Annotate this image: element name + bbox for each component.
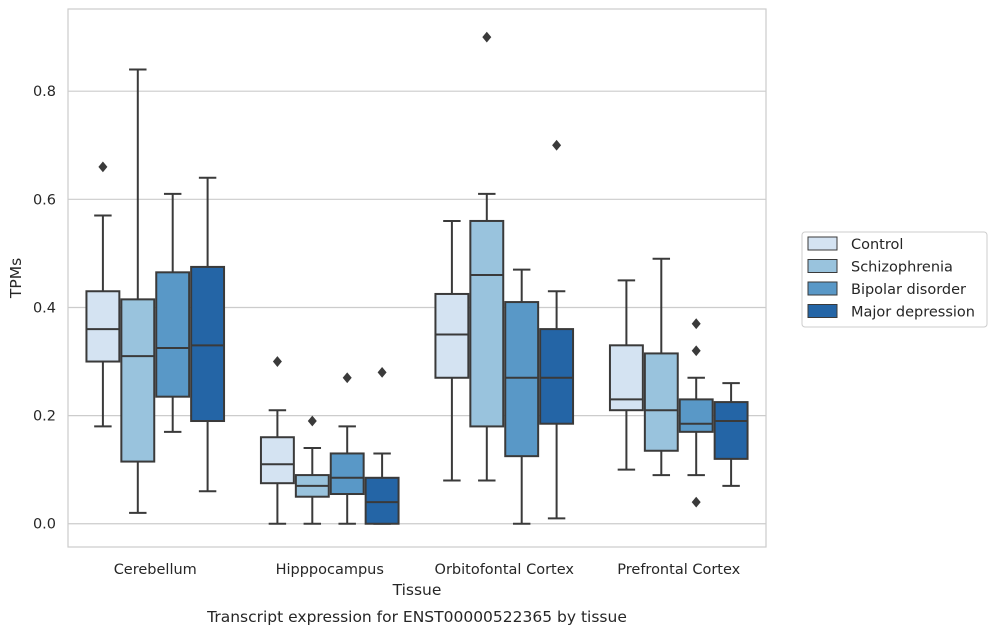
box-plot — [539, 139, 575, 520]
box-plot — [713, 382, 749, 487]
box — [120, 298, 156, 463]
legend-label: Bipolar disorder — [851, 282, 966, 298]
box-plot — [155, 192, 191, 433]
box — [190, 265, 226, 423]
box-plot — [120, 68, 156, 514]
legend-label: Control — [851, 237, 903, 253]
box-plot — [259, 356, 295, 525]
box — [85, 290, 121, 363]
legend-swatch — [807, 236, 838, 251]
box — [643, 352, 679, 452]
box — [469, 219, 505, 428]
y-axis-ticks: 0.0 0.2 0.4 0.6 0.8 — [33, 84, 56, 533]
legend-frame — [801, 231, 988, 328]
outlier-point — [342, 372, 352, 384]
box-plot — [504, 268, 540, 525]
box-plot — [434, 219, 470, 482]
box-plot — [469, 31, 505, 482]
outlier-point — [552, 139, 562, 151]
outlier-point — [377, 366, 387, 378]
y-tick-label: 0.0 — [33, 517, 56, 533]
box-plot — [678, 318, 714, 508]
outlier-point — [482, 31, 492, 43]
y-axis-label: TPMs — [7, 258, 25, 299]
outlier-point — [98, 161, 108, 173]
box-plot — [643, 257, 679, 477]
box — [608, 344, 644, 412]
legend-swatch — [807, 259, 838, 273]
legend: Control Schizophrenia Bipolar disorder Majo… — [801, 231, 988, 328]
y-tick-label: 0.6 — [33, 192, 56, 208]
outlier-point — [691, 345, 701, 357]
y-tick-label: 0.8 — [33, 84, 56, 100]
box-plot — [294, 415, 330, 525]
x-axis-label: Tissue — [392, 581, 442, 599]
box — [329, 452, 365, 496]
x-tick-label: Cerebellum — [114, 562, 197, 578]
x-axis-ticks: Cerebellum Hipppocampus Orbitofontal Corte… — [114, 562, 741, 578]
legend-label: Major depression — [851, 305, 975, 321]
plot-area-frame — [67, 8, 767, 548]
box — [259, 436, 295, 485]
box-plot — [329, 372, 365, 525]
chart-caption: Transcript expression for ENST0000052236… — [206, 608, 627, 626]
y-tick-label: 0.2 — [33, 409, 56, 425]
outlier-point — [691, 318, 701, 330]
box-plot — [85, 161, 121, 428]
box — [504, 301, 540, 458]
box-plot — [608, 279, 644, 471]
box — [713, 401, 749, 460]
box-plot — [190, 176, 226, 493]
legend-swatch — [807, 304, 838, 318]
y-tick-label: 0.4 — [33, 300, 56, 316]
x-tick-label: Orbitofontal Cortex — [435, 562, 575, 578]
box — [155, 271, 191, 398]
box-plot — [364, 366, 400, 525]
x-tick-label: Prefrontal Cortex — [617, 562, 740, 578]
box — [364, 476, 400, 525]
box — [678, 398, 714, 433]
box-groups — [85, 31, 749, 525]
x-tick-label: Hipppocampus — [276, 562, 384, 578]
outlier-point — [691, 496, 701, 508]
legend-swatch — [807, 281, 838, 296]
legend-label: Schizophrenia — [851, 260, 953, 276]
outlier-point — [272, 356, 282, 367]
box — [434, 292, 470, 379]
box — [539, 328, 575, 425]
outlier-point — [307, 415, 317, 427]
